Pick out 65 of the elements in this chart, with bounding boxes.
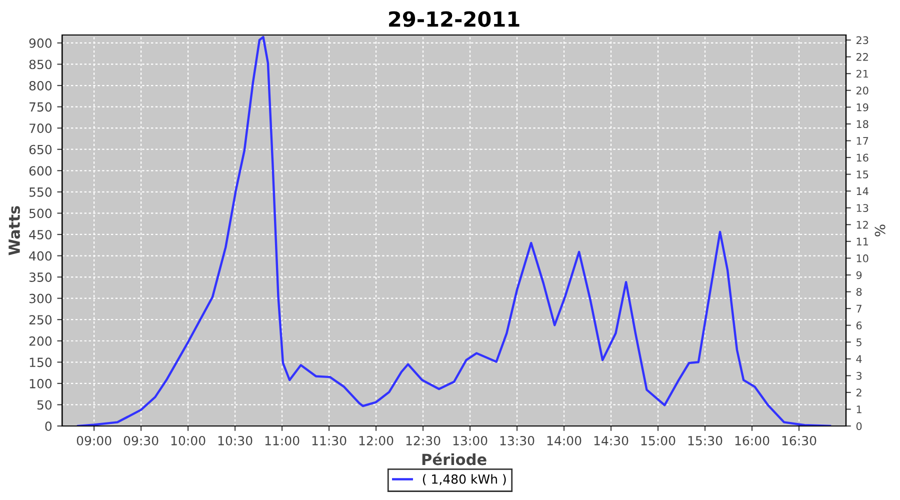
y2-tick-label: 12 [856, 220, 868, 229]
x-tick-label: 13:00 [453, 436, 488, 446]
y-tick-label: 0 [45, 421, 52, 431]
y2-axis-title: % [874, 224, 886, 236]
x-tick-label: 09:00 [76, 436, 112, 446]
y-axis-title: Watts [8, 206, 20, 256]
y2-tick-label: 14 [856, 187, 868, 196]
y-tick-label: 750 [30, 102, 52, 112]
y2-tick-label: 16 [856, 154, 868, 162]
y2-tick-label: 17 [856, 137, 868, 145]
y-tick-label: 300 [29, 294, 52, 304]
y-tick-label: 50 [37, 400, 52, 410]
y-tick-label: 900 [29, 38, 52, 48]
x-tick-label: 14:00 [547, 436, 582, 446]
y-tick-label: 250 [29, 315, 52, 325]
y2-tick-label: 9 [856, 271, 862, 280]
x-axis-title: Période [422, 452, 486, 466]
x-tick-label: 10:00 [171, 436, 206, 446]
y-tick-label: 450 [29, 230, 52, 240]
y2-tick-label: 11 [856, 238, 868, 246]
y-tick-label: 800 [29, 80, 52, 90]
y2-tick-label: 1 [856, 406, 862, 414]
y2-tick-label: 5 [856, 338, 862, 346]
y2-tick-label: 19 [856, 103, 868, 112]
y2-tick-label: 15 [856, 170, 868, 178]
x-tick-label: 12:00 [359, 436, 394, 446]
x-tick-label: 11:30 [312, 436, 346, 446]
y-tick-label: 500 [29, 208, 52, 218]
y-tick-label: 650 [29, 144, 52, 154]
y-tick-label: 600 [29, 166, 52, 176]
y-tick-label: 100 [30, 378, 52, 388]
x-tick-label: 12:30 [406, 436, 440, 446]
x-tick-label: 09:30 [124, 436, 158, 446]
y-tick-label: 850 [29, 60, 52, 70]
y-tick-label: 200 [29, 336, 52, 346]
legend-label: ( 1,480 kWh ) [422, 474, 506, 486]
y2-tick-label: 7 [856, 304, 862, 312]
y2-tick-label: 4 [856, 355, 862, 363]
x-tick-label: 15:00 [641, 436, 676, 446]
y2-tick-label: 18 [856, 120, 868, 128]
y-tick-label: 350 [29, 272, 52, 282]
y-tick-label: 150 [30, 358, 52, 368]
x-tick-label: 13:30 [500, 436, 534, 446]
y-tick-label: 550 [29, 187, 52, 197]
y2-tick-label: 2 [856, 388, 862, 396]
x-tick-label: 14:30 [594, 436, 628, 446]
x-tick-label: 16:30 [782, 436, 816, 446]
y-tick-label: 400 [29, 251, 52, 261]
chart-title: 29-12-2011 [389, 11, 520, 27]
x-tick-label: 16:00 [735, 436, 770, 446]
y2-tick-label: 8 [856, 288, 862, 296]
y2-tick-label: 22 [856, 53, 868, 61]
line-series [76, 36, 832, 426]
y2-tick-label: 23 [856, 36, 868, 44]
x-tick-label: 15:30 [688, 436, 722, 446]
x-tick-label: 11:00 [265, 436, 300, 446]
y2-tick-label: 13 [856, 204, 868, 212]
y2-tick-label: 10 [856, 254, 868, 262]
y2-tick-label: 20 [856, 86, 868, 94]
y2-tick-label: 3 [856, 372, 862, 380]
y2-tick-label: 6 [856, 322, 862, 330]
y-tick-label: 700 [30, 124, 52, 134]
y2-tick-label: 21 [856, 70, 868, 78]
x-tick-label: 10:30 [218, 436, 252, 446]
y2-tick-label: 0 [856, 422, 862, 430]
